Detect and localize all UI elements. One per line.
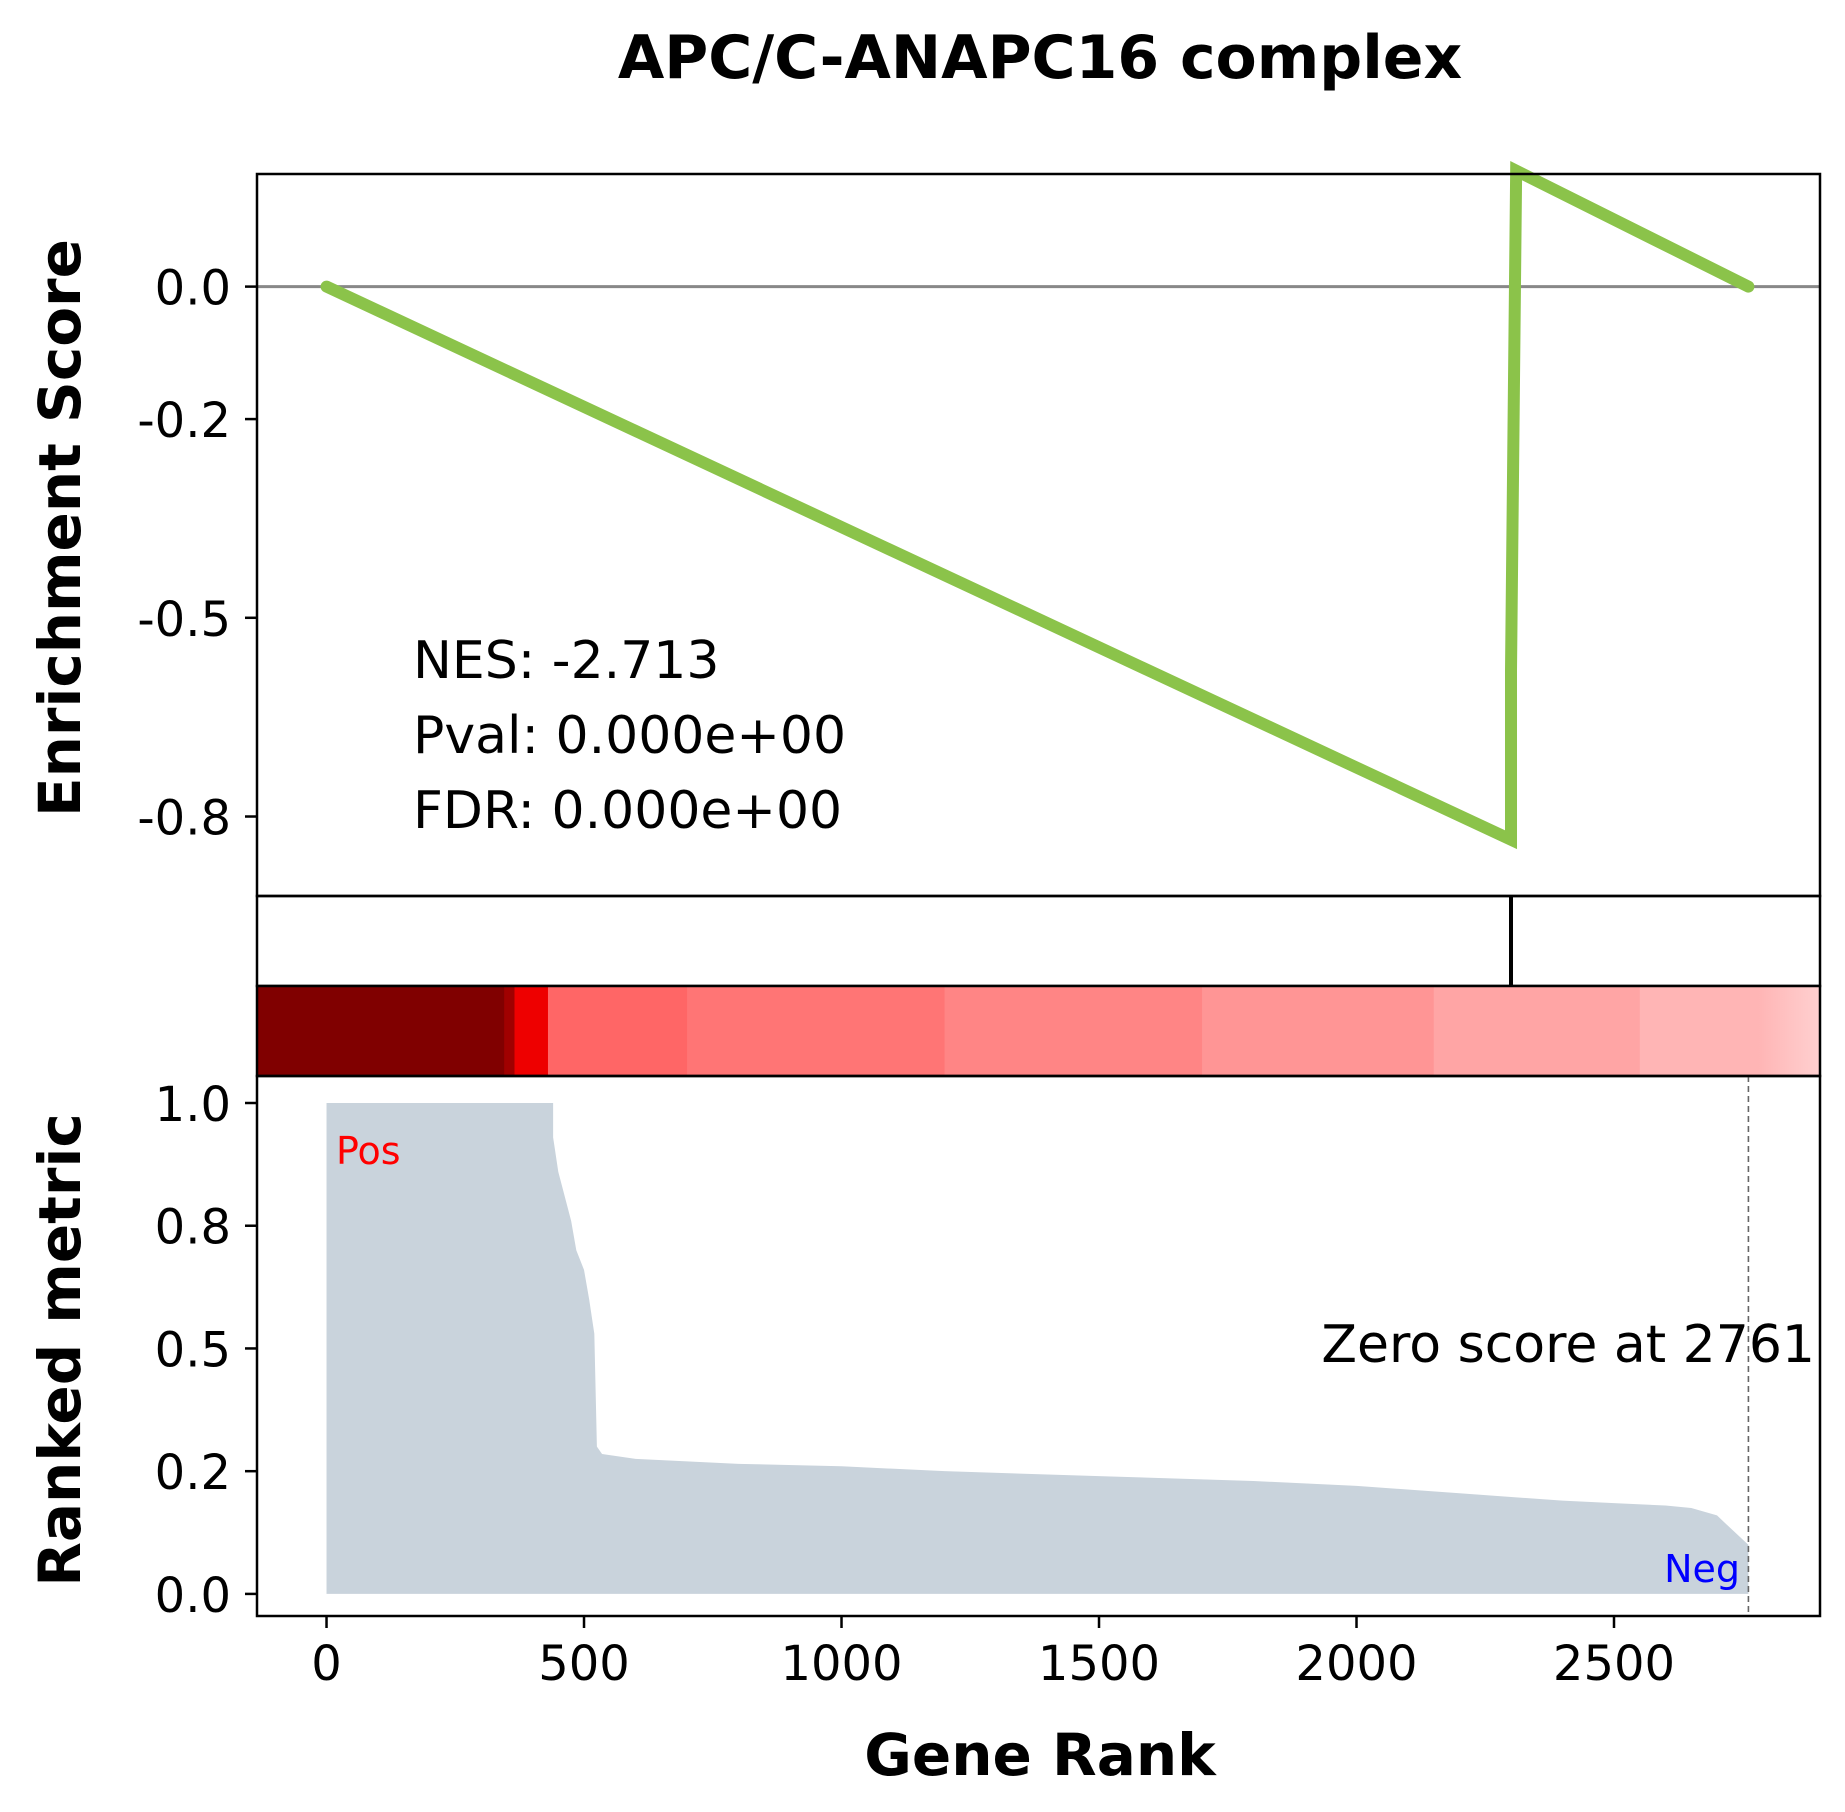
zero-cross-label: Zero score at 2761 (1321, 1315, 1815, 1375)
ranked-metric-panel: Zero score at 2761 Pos Neg 0.0 0.2 0.5 0.8 1… (26, 1074, 1822, 1789)
es-y-ticks: 0.0 -0.2 -0.5 -0.8 (137, 261, 257, 847)
heatmap-segment (1639, 986, 1759, 1076)
x-tick-label: 2000 (1295, 1636, 1417, 1692)
heatmap-segment (257, 986, 505, 1076)
heatmap-segment (514, 986, 549, 1076)
x-tick-label: 500 (538, 1636, 630, 1692)
rm-x-ticks: 0 500 1000 1500 2000 2500 (311, 1616, 1675, 1692)
enrichment-panel: 0.0 -0.2 -0.5 -0.8 NES: -2.713 Pval: 0.000e… (26, 161, 1822, 898)
rm-y-ticks: 0.0 0.2 0.5 0.8 1.0 (155, 1077, 257, 1624)
hits-panel (255, 894, 1822, 988)
rm-y-tick-label: 0.0 (155, 1568, 231, 1624)
rm-axes-frame (255, 1074, 1822, 1618)
rm-y-axis-label: Ranked metric (26, 1113, 94, 1587)
es-y-axis-label: Enrichment Score (26, 239, 94, 817)
heatmap-segments (257, 986, 1821, 1076)
es-y-tick-label: -0.2 (137, 393, 231, 449)
ranked-metric-area (326, 1103, 1749, 1594)
heatmap-segment (944, 986, 1203, 1076)
rank-heatmap-panel (255, 984, 1822, 1078)
rm-y-tick-label: 0.5 (155, 1322, 231, 1378)
heatmap-segment (504, 986, 515, 1076)
es-y-tick-label: 0.0 (155, 261, 231, 317)
heatmap-segment (1758, 986, 1821, 1076)
rm-y-tick-label: 0.2 (155, 1445, 231, 1501)
es-y-tick-label: -0.8 (137, 791, 231, 847)
rm-y-tick-label: 1.0 (155, 1077, 231, 1133)
es-curve (320, 161, 1755, 850)
es-stat-fdr: FDR: 0.000e+00 (413, 781, 842, 841)
heatmap-segment (1202, 986, 1435, 1076)
x-axis-label: Gene Rank (864, 1721, 1217, 1789)
hits-axes-frame (255, 894, 1822, 988)
chart-title: APC/C-ANAPC16 complex (618, 23, 1462, 93)
x-tick-label: 1000 (780, 1636, 902, 1692)
x-tick-label: 0 (311, 1636, 342, 1692)
x-tick-label: 1500 (1038, 1636, 1160, 1692)
rm-y-tick-label: 0.8 (155, 1200, 231, 1256)
heatmap-segment (687, 986, 946, 1076)
es-y-tick-label: -0.5 (137, 592, 231, 648)
es-stat-pval: Pval: 0.000e+00 (413, 706, 846, 766)
pos-label: Pos (336, 1129, 401, 1173)
neg-label: Neg (1664, 1547, 1740, 1591)
x-tick-label: 2500 (1553, 1636, 1675, 1692)
es-stat-nes: NES: -2.713 (413, 631, 719, 691)
heatmap-segment (1433, 986, 1641, 1076)
heatmap-segment (547, 986, 688, 1076)
